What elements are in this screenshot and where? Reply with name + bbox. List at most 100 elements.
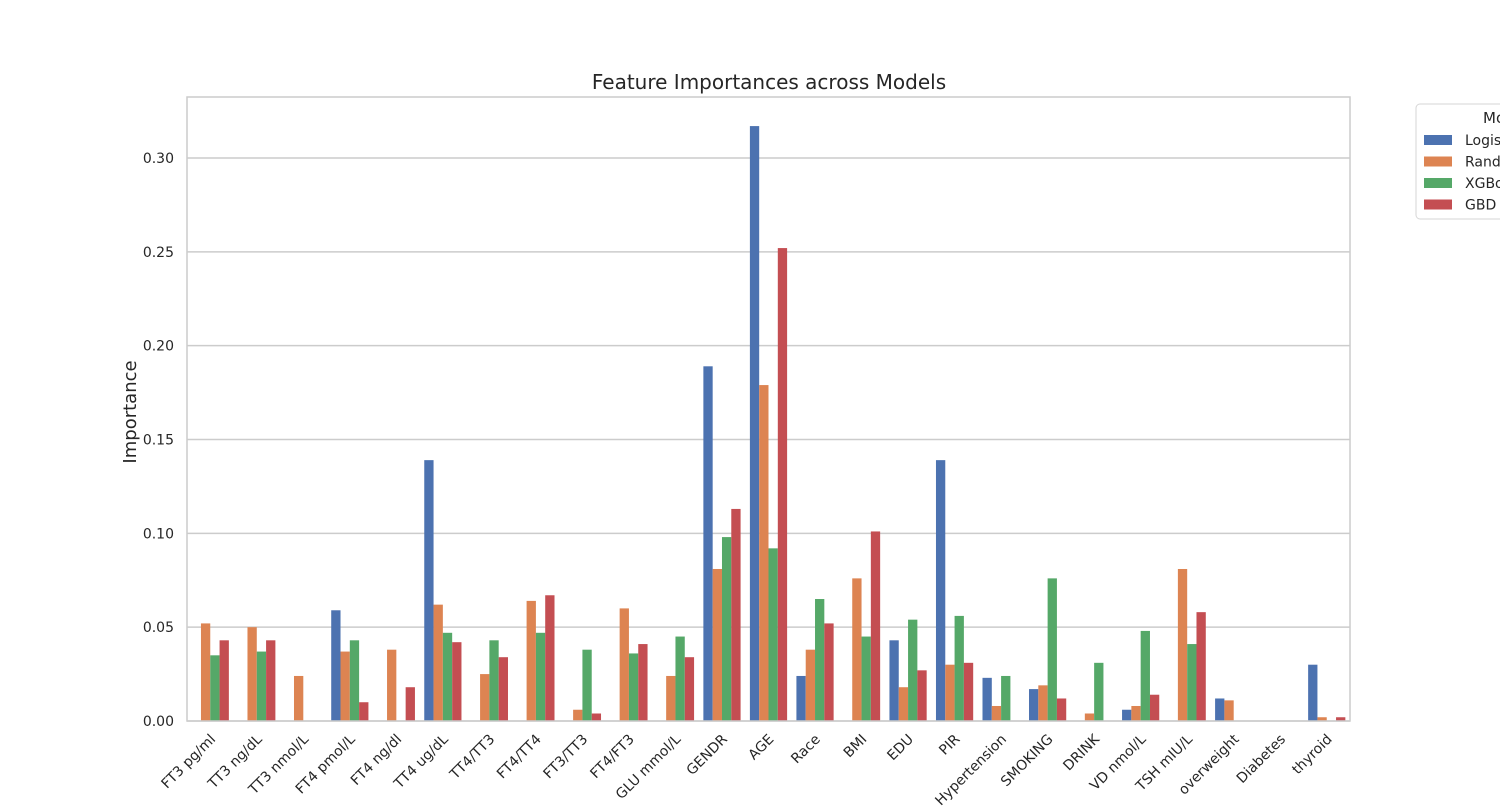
bar-gbd-14	[870, 531, 881, 721]
bar-gbd-9	[638, 644, 648, 721]
bar-xgbo-10	[675, 636, 685, 721]
bar-gbd-11	[731, 508, 741, 721]
bar-rand-21	[1177, 568, 1188, 721]
bar-gbd-15	[917, 670, 927, 721]
bar-rand-18	[1038, 685, 1048, 721]
legend-swatch-gbd	[1424, 199, 1452, 210]
bar-xgbo-8	[582, 649, 592, 721]
bar-gbd-3	[359, 702, 369, 721]
bar-xgbo-6	[489, 640, 499, 721]
legend-title: Mo	[1483, 109, 1500, 127]
y-tick-label: 0.15	[143, 432, 174, 448]
bar-logis-13	[796, 675, 806, 721]
bar-gbd-13	[824, 623, 834, 721]
y-tick-labels: 0.00 0.05 0.10 0.15 0.20 0.25 0.30	[143, 151, 174, 730]
bar-gbd-24	[1336, 717, 1346, 721]
y-tick-label: 0.00	[143, 714, 174, 730]
bar-xgbo-21	[1187, 644, 1197, 721]
y-axis-title: Importance	[120, 360, 141, 463]
bars	[200, 126, 1346, 722]
legend-swatch-logis	[1424, 135, 1452, 145]
bar-rand-2	[293, 675, 304, 721]
bar-gbd-21	[1196, 612, 1206, 721]
bar-logis-18	[1029, 689, 1039, 721]
bar-rand-3	[340, 651, 350, 721]
legend: Mo Logis Rand XGBo GBD	[1415, 103, 1500, 220]
bar-xgbo-13	[815, 599, 825, 721]
bar-rand-6	[480, 674, 490, 721]
bar-xgbo-3	[349, 640, 360, 721]
bar-rand-1	[247, 627, 257, 721]
legend-swatch-xgbo	[1424, 178, 1452, 188]
y-tick-label: 0.25	[143, 245, 174, 261]
y-tick-label: 0.05	[143, 620, 174, 636]
bar-rand-20	[1131, 705, 1141, 721]
bar-rand-16	[945, 664, 955, 721]
legend-label-gbd: GBD	[1465, 198, 1496, 214]
bar-xgbo-20	[1140, 630, 1150, 721]
bar-gbd-1	[266, 640, 276, 721]
bar-logis-3	[331, 610, 341, 721]
bar-gbd-0	[219, 640, 229, 721]
plot-frame	[186, 96, 1351, 722]
bar-xgbo-7	[535, 632, 546, 721]
bar-gbd-18	[1056, 698, 1067, 721]
bar-gbd-7	[545, 595, 555, 721]
bar-rand-8	[573, 709, 583, 721]
y-tick-label: 0.10	[143, 526, 174, 542]
y-tick-label: 0.20	[143, 339, 174, 355]
bar-xgbo-12	[768, 548, 778, 721]
bar-rand-12	[759, 385, 769, 721]
bar-logis-20	[1122, 709, 1132, 721]
bar-rand-11	[712, 568, 722, 721]
bar-rand-13	[805, 649, 816, 721]
bar-xgbo-14	[861, 636, 871, 721]
y-tick-label: 0.30	[143, 151, 174, 167]
bar-gbd-20	[1149, 694, 1160, 721]
bar-rand-4	[387, 649, 397, 721]
bar-rand-14	[852, 578, 862, 721]
bar-rand-15	[898, 687, 909, 721]
bar-rand-17	[991, 705, 1002, 721]
bar-gbd-8	[591, 713, 602, 721]
chart-title: Feature Importances across Models	[592, 70, 946, 94]
bar-rand-10	[666, 675, 676, 721]
bar-xgbo-17	[1001, 675, 1011, 721]
bar-gbd-12	[777, 248, 788, 722]
bar-logis-16	[935, 460, 946, 721]
bar-logis-5	[424, 460, 434, 721]
bar-gbd-5	[452, 642, 462, 721]
legend-label-logis: Logis	[1465, 133, 1500, 149]
bar-xgbo-0	[210, 655, 220, 721]
bar-rand-9	[619, 608, 629, 721]
bar-xgbo-1	[256, 651, 267, 721]
legend-box	[1415, 103, 1500, 220]
bar-rand-19	[1084, 713, 1095, 721]
bar-xgbo-11	[721, 537, 732, 721]
bar-logis-15	[889, 640, 899, 721]
bar-logis-12	[749, 126, 760, 721]
bar-xgbo-16	[954, 615, 964, 721]
bar-xgbo-19	[1094, 662, 1104, 721]
legend-items: Logis Rand XGBo GBD	[1424, 133, 1500, 214]
bar-xgbo-9	[628, 653, 639, 721]
bar-rand-7	[526, 600, 536, 721]
bar-logis-24	[1308, 664, 1318, 721]
bar-gbd-10	[684, 657, 695, 721]
legend-swatch-rand	[1424, 156, 1452, 167]
bar-xgbo-18	[1047, 578, 1057, 721]
bar-gbd-4	[405, 687, 415, 721]
legend-label-xgbo: XGBo	[1465, 176, 1500, 192]
bar-rand-5	[433, 604, 443, 721]
bar-rand-22	[1224, 700, 1234, 721]
bar-rand-0	[200, 623, 211, 721]
bar-logis-11	[703, 366, 713, 721]
bar-gbd-6	[498, 657, 508, 721]
bar-xgbo-15	[908, 619, 918, 721]
bar-logis-17	[982, 677, 992, 721]
bar-logis-22	[1215, 698, 1225, 721]
legend-label-rand: Rand	[1465, 155, 1500, 171]
bar-xgbo-5	[442, 632, 453, 721]
bar-gbd-16	[963, 662, 974, 721]
